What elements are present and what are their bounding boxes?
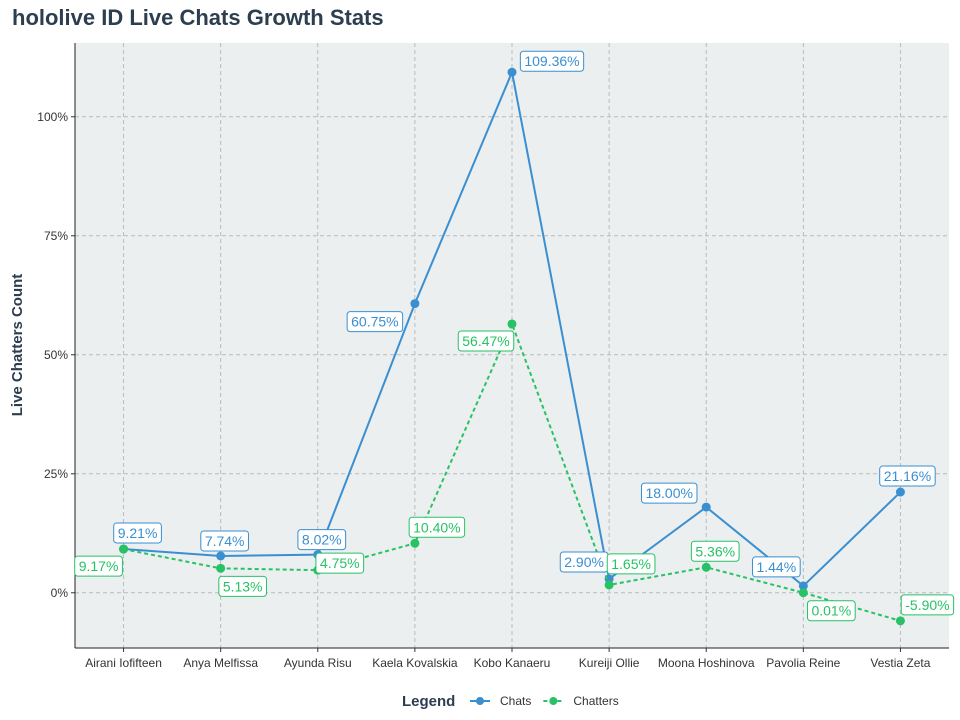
data-label-box bbox=[200, 530, 250, 552]
data-label-text: 10.40% bbox=[413, 519, 460, 535]
legend-key-point bbox=[476, 697, 484, 705]
data-label-text: 7.74% bbox=[205, 533, 245, 549]
legend-key-point bbox=[549, 697, 558, 705]
data-label-chats: 9.21% bbox=[113, 522, 162, 544]
legend: Legend Chats Chatters bbox=[402, 693, 619, 710]
x-tick-label: Kureiji Ollie bbox=[579, 656, 640, 670]
data-point-chats bbox=[507, 67, 517, 77]
legend-label: Chatters bbox=[573, 694, 618, 708]
data-label-chatters: 1.65% bbox=[606, 553, 656, 575]
data-point-chats bbox=[895, 487, 905, 497]
data-label-text: -5.90% bbox=[905, 597, 949, 613]
data-point-chats bbox=[410, 299, 420, 309]
data-point-chats bbox=[701, 502, 711, 512]
x-tick-label: Kaela Kovalskia bbox=[372, 656, 458, 670]
y-tick-label: 100% bbox=[37, 110, 68, 124]
y-axis-title: Live Chatters Count bbox=[9, 274, 26, 417]
data-label-text: 2.90% bbox=[564, 554, 604, 570]
data-point-chats bbox=[798, 581, 808, 591]
data-point-chatters bbox=[604, 580, 614, 590]
data-point-chatters bbox=[410, 538, 420, 548]
y-tick-label: 25% bbox=[44, 467, 68, 481]
data-label-chats: 2.90% bbox=[559, 551, 609, 573]
data-point-chats bbox=[216, 551, 226, 561]
data-point-chatters bbox=[895, 616, 905, 626]
x-tick-label: Vestia Zeta bbox=[870, 656, 930, 670]
data-point-chatters bbox=[216, 563, 226, 573]
data-label-box bbox=[315, 552, 365, 574]
data-label-chatters: 4.75% bbox=[315, 552, 365, 574]
legend-item-chats: Chats bbox=[470, 694, 531, 708]
data-label-box bbox=[408, 516, 466, 538]
data-point-chatters bbox=[119, 544, 129, 554]
data-label-chatters: -5.90% bbox=[900, 594, 955, 616]
data-point-chatters bbox=[701, 562, 711, 572]
y-tick-label: 75% bbox=[44, 229, 68, 243]
data-label-box bbox=[74, 555, 123, 577]
data-label-box bbox=[606, 553, 656, 575]
data-label-text: 1.65% bbox=[611, 556, 651, 572]
data-label-chatters: 0.01% bbox=[806, 600, 856, 622]
series-line-chatters bbox=[123, 321, 901, 622]
x-tick-label: Anya Melfissa bbox=[183, 656, 258, 670]
data-label-box bbox=[806, 600, 856, 622]
data-label-chats: 1.44% bbox=[751, 556, 801, 578]
data-label-chats: 7.74% bbox=[200, 530, 250, 552]
data-label-text: 5.13% bbox=[223, 578, 263, 594]
data-label-box bbox=[900, 594, 955, 616]
data-point-chatters bbox=[798, 588, 808, 598]
legend-label: Chats bbox=[500, 694, 531, 708]
chart-title: hololive ID Live Chats Growth Stats bbox=[12, 5, 384, 30]
data-label-box bbox=[218, 575, 268, 597]
data-label-text: 9.21% bbox=[118, 525, 158, 541]
data-label-box bbox=[879, 465, 936, 487]
x-tick-label: Pavolia Reine bbox=[766, 656, 840, 670]
data-label-box bbox=[113, 522, 162, 544]
data-label-box bbox=[297, 529, 347, 551]
data-point-chatters bbox=[507, 319, 517, 329]
x-tick-label: Kobo Kanaeru bbox=[474, 656, 551, 670]
data-label-text: 0.01% bbox=[811, 603, 851, 619]
legend-title: Legend bbox=[402, 693, 455, 710]
x-axis-ticks: Airani Iofifteen Anya Melfissa Ayunda Risu… bbox=[85, 648, 931, 670]
data-label-text: 18.00% bbox=[645, 485, 692, 501]
data-label-text: 109.36% bbox=[524, 53, 579, 69]
data-label-box bbox=[751, 556, 801, 578]
data-labels: 9.21% 7.74% 8.02% 60.75% 109.36% 2.90% 18.00% 1… bbox=[74, 50, 955, 622]
data-label-chatters: 5.36% bbox=[690, 540, 740, 562]
data-label-box bbox=[640, 482, 698, 504]
data-label-box bbox=[519, 50, 585, 72]
series-chatters bbox=[119, 319, 905, 626]
data-label-text: 21.16% bbox=[884, 468, 931, 484]
data-label-chatters: 5.13% bbox=[218, 575, 268, 597]
y-axis-ticks: 0% 25% 50% 75% 100% bbox=[37, 110, 75, 600]
data-label-text: 8.02% bbox=[302, 532, 342, 548]
data-label-chatters: 9.17% bbox=[74, 555, 123, 577]
data-label-chats: 60.75% bbox=[346, 311, 404, 333]
data-label-text: 60.75% bbox=[351, 314, 398, 330]
y-tick-label: 0% bbox=[51, 586, 69, 600]
x-tick-label: Moona Hoshinova bbox=[658, 656, 755, 670]
data-label-chats: 109.36% bbox=[519, 50, 585, 72]
data-label-text: 9.17% bbox=[79, 558, 119, 574]
data-label-chats: 18.00% bbox=[640, 482, 698, 504]
data-label-text: 4.75% bbox=[320, 555, 360, 571]
data-label-text: 5.36% bbox=[695, 543, 735, 559]
data-label-chats: 21.16% bbox=[879, 465, 936, 487]
legend-item-chatters: Chatters bbox=[543, 694, 619, 708]
x-tick-label: Airani Iofifteen bbox=[85, 656, 162, 670]
y-tick-label: 50% bbox=[44, 348, 68, 362]
data-label-box bbox=[457, 330, 515, 352]
data-label-text: 1.44% bbox=[756, 559, 796, 575]
data-label-chats: 8.02% bbox=[297, 529, 347, 551]
data-label-box bbox=[690, 540, 740, 562]
data-label-chatters: 56.47% bbox=[457, 330, 515, 352]
data-label-box bbox=[346, 311, 404, 333]
x-tick-label: Ayunda Risu bbox=[284, 656, 352, 670]
data-label-text: 56.47% bbox=[462, 333, 509, 349]
data-label-chatters: 10.40% bbox=[408, 516, 466, 538]
